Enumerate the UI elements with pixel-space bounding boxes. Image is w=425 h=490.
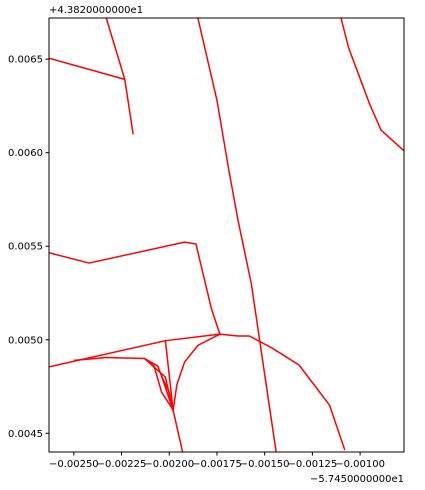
road-segment (124, 79, 134, 135)
road-segment (49, 241, 221, 335)
y-offset-label: +4.3820000000e1 (49, 5, 143, 16)
y-axis: 0.0045 0.0050 0.0055 0.0060 0.0065 (8, 55, 49, 440)
road-lines (49, 18, 404, 452)
road-segment (340, 18, 404, 152)
y-tick-label: 0.0045 (8, 429, 43, 440)
x-tick-label: −0.00125 (288, 459, 338, 470)
road-segment (105, 18, 126, 80)
road-segment (73, 333, 221, 412)
road-segment (49, 57, 125, 81)
road-segment (197, 18, 277, 452)
plot-frame (48, 17, 405, 453)
x-tick-label: −0.00100 (335, 459, 385, 470)
x-axis: −0.00250−0.00225−0.00200−0.00175−0.00150… (49, 452, 385, 470)
y-tick-label: 0.0060 (8, 148, 43, 159)
x-offset-label: −5.7450000000e1 (310, 474, 404, 485)
y-tick-label: 0.0065 (8, 55, 43, 66)
x-tick-label: −0.00250 (49, 459, 99, 470)
x-tick-label: −0.00175 (192, 459, 242, 470)
y-tick-label: 0.0055 (8, 242, 43, 253)
y-tick-label: 0.0050 (8, 335, 43, 346)
x-tick-label: −0.00200 (144, 459, 194, 470)
road-segment (249, 335, 346, 451)
road-segment (144, 357, 174, 411)
x-tick-label: −0.00150 (240, 459, 290, 470)
x-tick-label: −0.00225 (97, 459, 147, 470)
road-segment (143, 357, 174, 411)
